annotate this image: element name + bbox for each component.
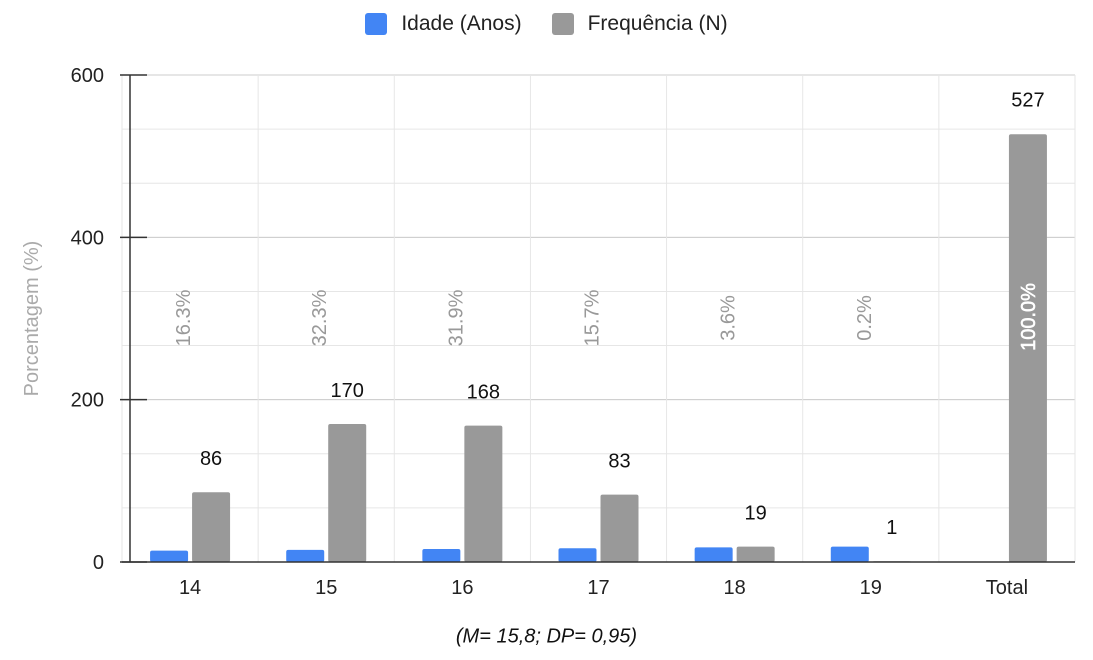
data-label-frequencia: 170 <box>331 380 364 402</box>
bar-idade <box>830 546 869 562</box>
bar-idade <box>286 549 325 562</box>
bar-idade <box>150 550 189 562</box>
data-label-frequencia: 168 <box>467 382 500 404</box>
x-tick-label: 17 <box>587 577 609 599</box>
percent-label: 31.9% <box>445 289 467 346</box>
chart-legend: Idade (Anos) Frequência (N) <box>0 12 1093 36</box>
y-tick-label: 0 <box>93 552 104 574</box>
x-tick-label: 19 <box>860 577 882 599</box>
data-label-frequencia: 86 <box>200 448 222 470</box>
bar-frequencia <box>464 425 503 562</box>
percent-label: 32.3% <box>309 289 331 346</box>
percent-label: 3.6% <box>718 295 740 341</box>
percent-label: 16.3% <box>173 289 195 346</box>
legend-label-idade: Idade (Anos) <box>401 12 522 35</box>
x-tick-label: 18 <box>724 577 746 599</box>
chart-caption: (M= 15,8; DP= 0,95) <box>455 625 638 648</box>
bar-idade <box>694 547 733 562</box>
legend-item-frequencia[interactable]: Frequência (N) <box>551 12 728 36</box>
percent-label: 100.0% <box>1018 283 1040 351</box>
y-tick-label: 400 <box>71 227 104 249</box>
bar-idade <box>558 548 597 562</box>
x-tick-label: 16 <box>451 577 473 599</box>
bar-frequencia <box>1008 134 1047 563</box>
y-tick-label: 600 <box>71 65 104 87</box>
bar-frequencia <box>736 546 775 562</box>
percent-label: 0.2% <box>854 295 876 341</box>
bar-frequencia <box>328 424 367 562</box>
bar-frequencia <box>600 494 639 562</box>
legend-swatch-frequencia <box>551 13 574 35</box>
x-tick-label: Total <box>986 577 1028 599</box>
bar-frequencia <box>192 492 231 562</box>
x-tick-label: 15 <box>315 577 337 599</box>
legend-swatch-idade <box>365 13 388 35</box>
legend-item-idade[interactable]: Idade (Anos) <box>365 12 522 36</box>
y-tick-label: 200 <box>71 390 104 412</box>
percent-label: 15.7% <box>582 289 604 346</box>
data-label-frequencia: 19 <box>745 503 767 525</box>
y-axis-title: Porcentagem (%) <box>21 241 43 397</box>
bar-idade <box>422 549 461 562</box>
data-label-frequencia: 527 <box>1011 89 1044 111</box>
data-label-frequencia: 83 <box>608 451 630 473</box>
data-label-frequencia: 1 <box>886 517 897 539</box>
x-tick-label: 14 <box>179 577 201 599</box>
legend-label-frequencia: Frequência (N) <box>587 12 728 35</box>
